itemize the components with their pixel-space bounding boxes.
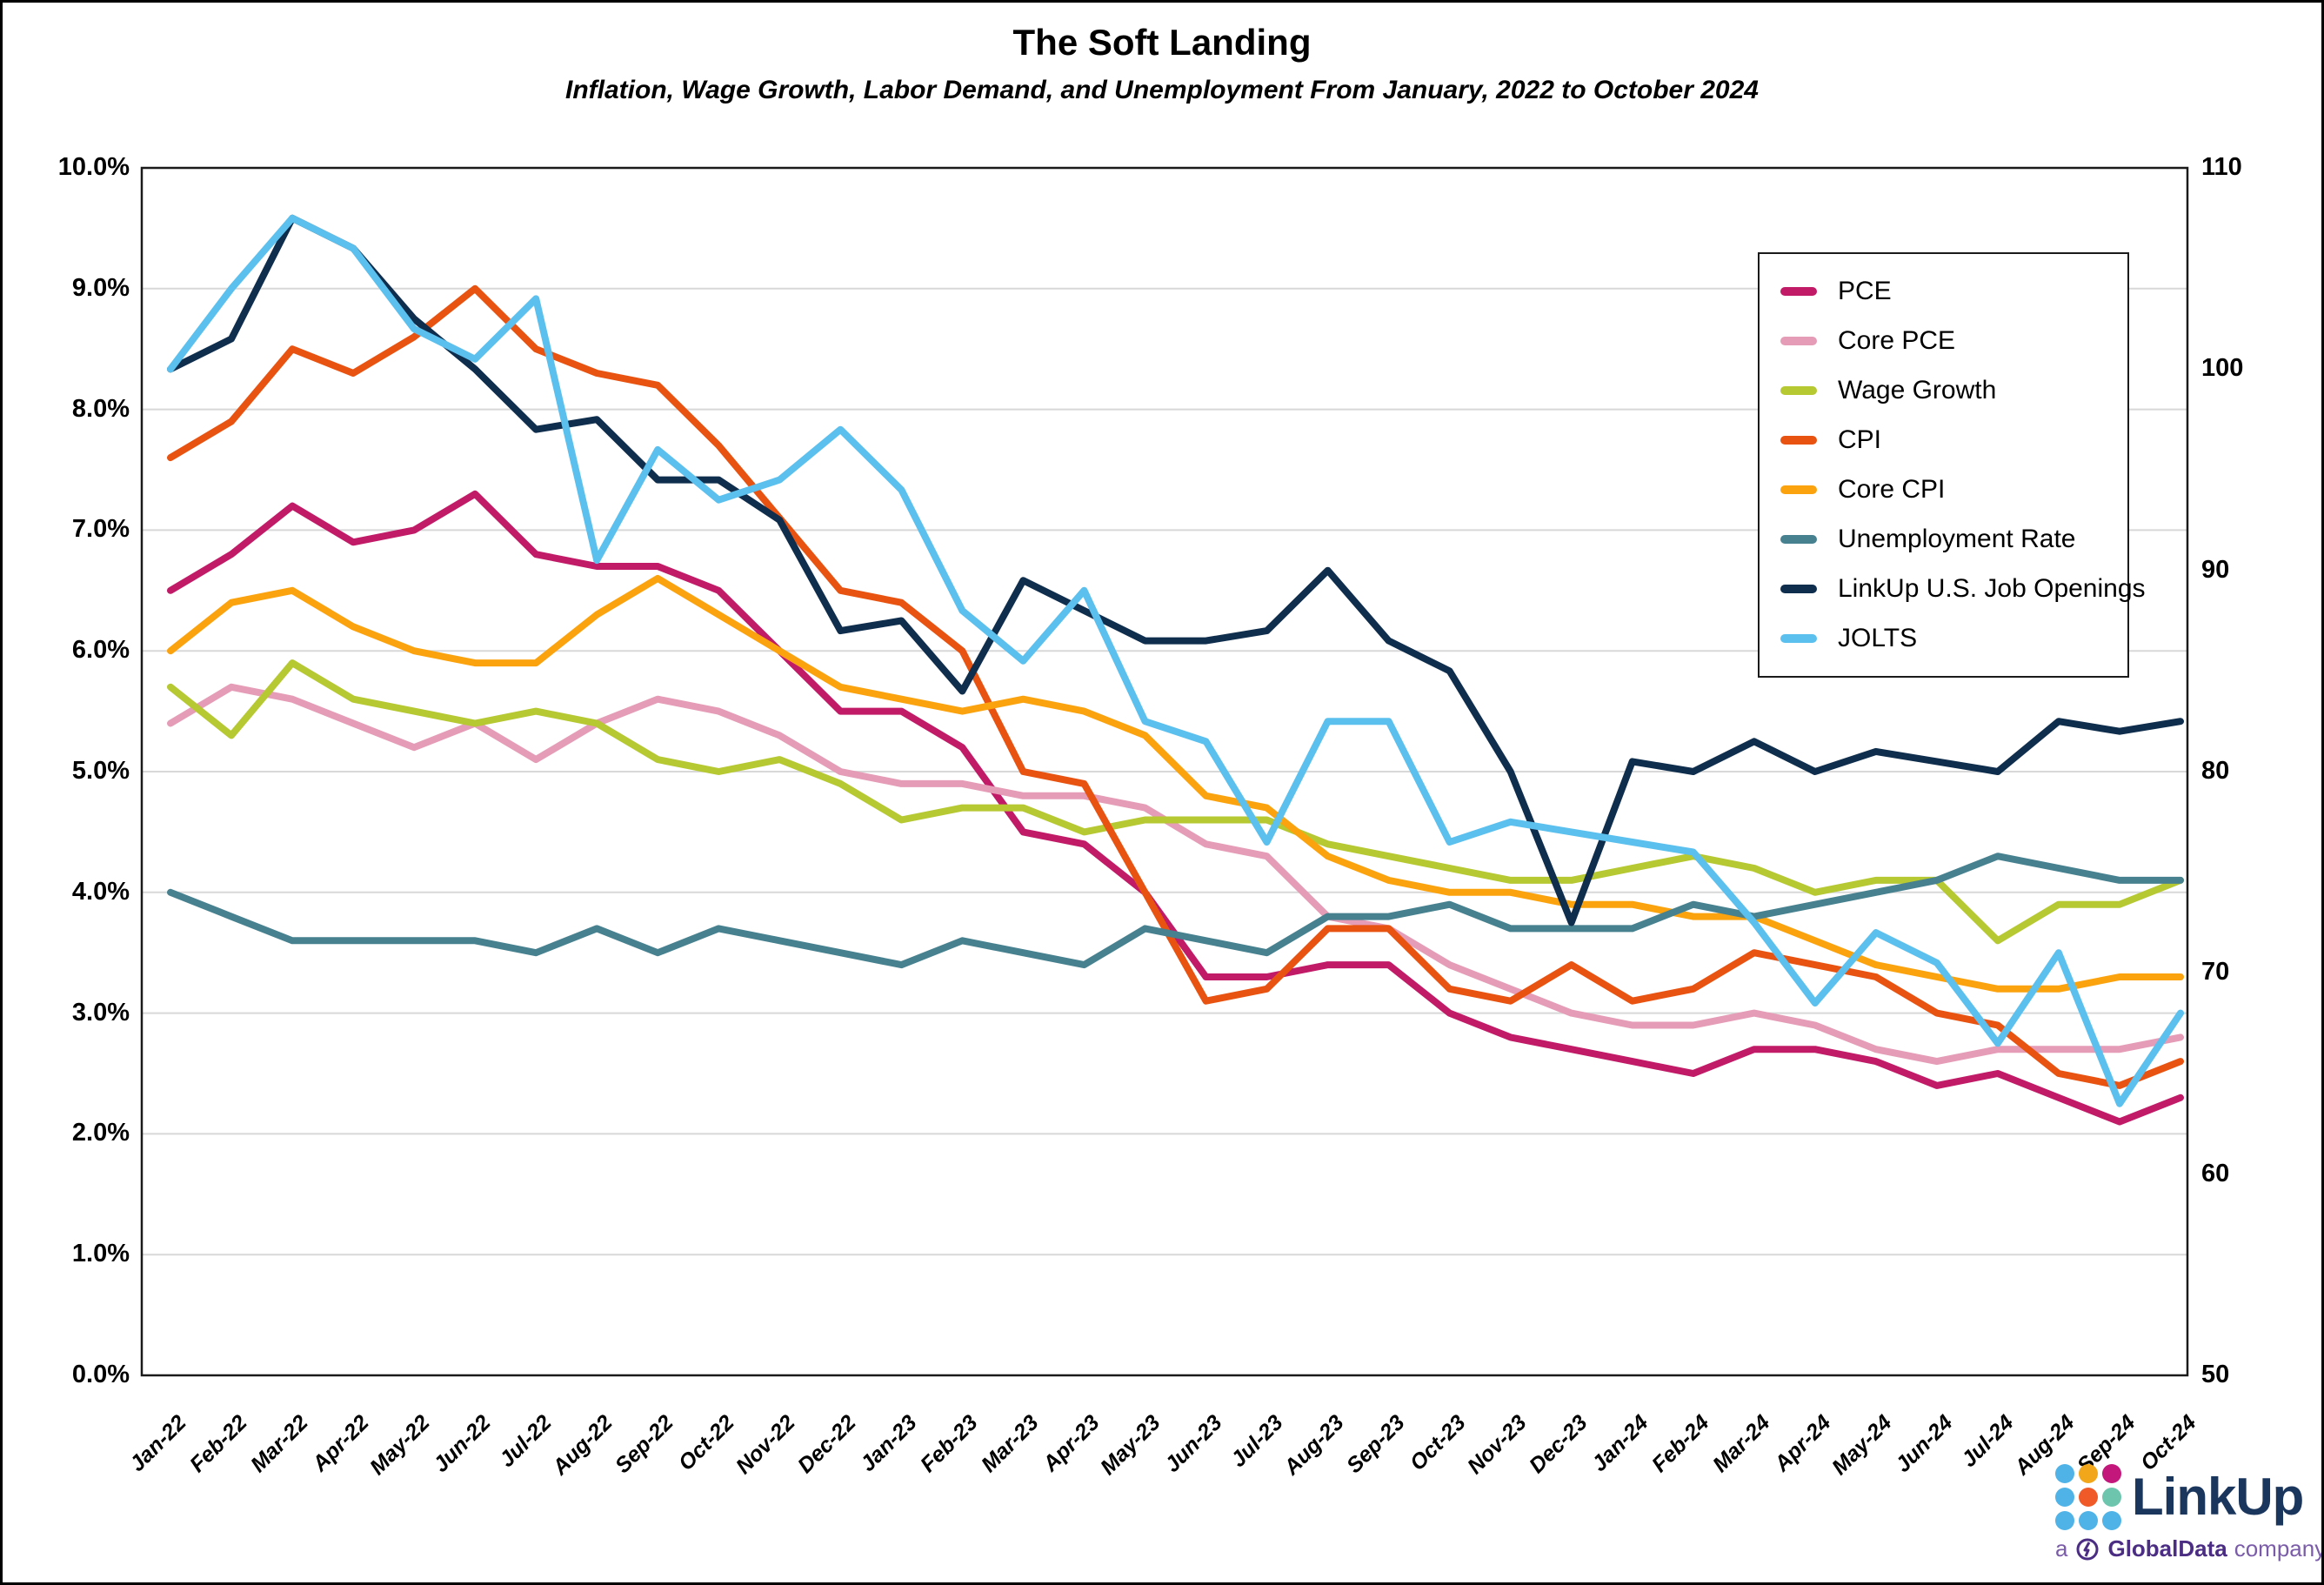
legend-item-cpi: CPI — [1780, 425, 2127, 455]
y-axis-label-left: 6.0% — [71, 636, 130, 665]
legend-label-wage-growth: Wage Growth — [1838, 375, 1997, 405]
y-axis-label-left: 4.0% — [71, 877, 130, 906]
y-axis-label-right: 70 — [2201, 958, 2230, 986]
legend-swatch-linkup-job-openings — [1780, 585, 1817, 594]
y-axis-label-left: 0.0% — [71, 1361, 130, 1388]
linkup-logo: LinkUp a GlobalData company — [2055, 1464, 2324, 1562]
legend-item-wage-growth: Wage Growth — [1780, 376, 2127, 405]
page-title: The Soft Landing — [1012, 22, 1312, 63]
legend-item-core-pce: Core PCE — [1780, 326, 2127, 356]
series-line-linkup-job-openings — [167, 214, 2184, 926]
legend-label-jolts: JOLTS — [1838, 624, 1918, 653]
linkup-dots-icon — [2055, 1464, 2121, 1530]
series-line-core-pce — [167, 683, 2184, 1066]
y-axis-label-left: 8.0% — [71, 394, 130, 423]
series-line-wage-growth — [167, 659, 2184, 945]
legend-swatch-cpi — [1780, 435, 1817, 445]
legend-swatch-pce — [1780, 286, 1817, 296]
y-axis-label-left: 2.0% — [71, 1119, 130, 1147]
plot-border — [140, 166, 2189, 1377]
legend-label-unemployment-rate: Unemployment Rate — [1838, 525, 2076, 554]
legend-item-jolts: JOLTS — [1780, 624, 2127, 653]
page-subtitle: Inflation, Wage Growth, Labor Demand, an… — [565, 76, 1759, 104]
linkup-dot — [2102, 1488, 2121, 1507]
linkup-wordmark: LinkUp — [2132, 1468, 2304, 1526]
y-axis-label-left: 7.0% — [71, 515, 130, 544]
legend-swatch-core-cpi — [1780, 485, 1817, 495]
series-line-unemployment-rate — [167, 853, 2184, 969]
series-line-jolts — [167, 214, 2184, 1107]
y-axis-label-left: 10.0% — [57, 153, 130, 181]
y-axis-label-right: 90 — [2201, 555, 2230, 584]
y-axis-label-right: 50 — [2201, 1361, 2230, 1388]
globaldata-icon — [2076, 1538, 2099, 1560]
chart-header: The Soft Landing Inflation, Wage Growth,… — [3, 22, 2321, 105]
chart-canvas — [140, 166, 2189, 1377]
y-axis-label-right: 110 — [2201, 153, 2242, 181]
linkup-dot — [2079, 1511, 2098, 1530]
y-axis-label-left: 9.0% — [71, 273, 130, 302]
legend-item-unemployment-rate: Unemployment Rate — [1780, 525, 2127, 554]
linkup-dot — [2102, 1511, 2121, 1530]
legend-label-core-cpi: Core CPI — [1838, 475, 1946, 505]
y-axis-label-left: 5.0% — [71, 757, 130, 785]
tagline-prefix: a — [2055, 1535, 2068, 1562]
y-axis-label-left: 1.0% — [71, 1240, 130, 1268]
legend-swatch-wage-growth — [1780, 385, 1817, 395]
linkup-dot — [2079, 1488, 2098, 1507]
tagline-brand: GlobalData — [2107, 1535, 2227, 1562]
tagline-suffix: company — [2234, 1535, 2324, 1562]
linkup-dot — [2102, 1464, 2121, 1483]
y-axis-label-left: 3.0% — [71, 998, 130, 1027]
legend: PCE Core PCE Wage Growth CPI Core CPI Unemplo… — [1758, 252, 2146, 678]
linkup-dot — [2055, 1464, 2074, 1483]
linkup-dot — [2055, 1511, 2074, 1530]
legend-swatch-core-pce — [1780, 336, 1817, 345]
legend-label-linkup-job-openings: LinkUp U.S. Job Openings — [1838, 574, 2146, 604]
linkup-logo-top: LinkUp — [2055, 1464, 2321, 1530]
legend-label-pce: PCE — [1838, 276, 1892, 305]
series-line-core-cpi — [167, 574, 2184, 993]
legend-swatch-unemployment-rate — [1780, 535, 1817, 545]
y-axis-label-right: 80 — [2201, 757, 2230, 785]
y-axis-label-right: 100 — [2201, 354, 2244, 383]
legend-label-core-pce: Core PCE — [1838, 325, 1956, 355]
y-axis-label-right: 60 — [2201, 1159, 2230, 1187]
legend-item-core-cpi: Core CPI — [1780, 475, 2127, 505]
legend-label-cpi: CPI — [1838, 425, 1882, 454]
linkup-dot — [2079, 1464, 2098, 1483]
globaldata-tagline: a GlobalData company — [2055, 1535, 2324, 1562]
legend-item-linkup-job-openings: LinkUp U.S. Job Openings — [1780, 574, 2146, 604]
linkup-dot — [2055, 1488, 2074, 1507]
legend-item-pce: PCE — [1780, 277, 2127, 306]
legend-swatch-jolts — [1780, 634, 1817, 644]
